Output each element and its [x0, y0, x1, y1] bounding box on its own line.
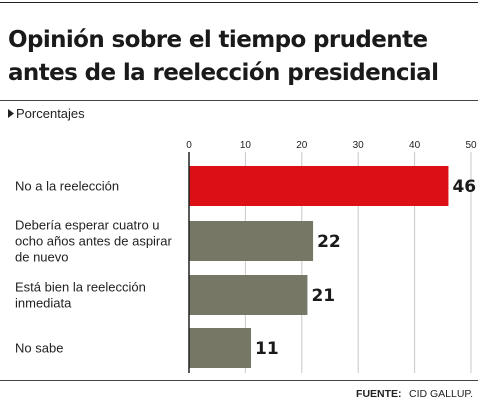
source-value: CID GALLUP.	[409, 388, 473, 400]
bar-value-label-2: 21	[311, 286, 335, 306]
x-tick-label-0: 0	[186, 140, 192, 151]
source-label: FUENTE:	[356, 388, 402, 400]
x-tick-label-20: 20	[296, 140, 308, 151]
x-tick-label-50: 50	[465, 140, 477, 151]
bar-value-label-3: 11	[255, 339, 279, 359]
bar-1	[189, 221, 314, 261]
category-label-1-0: Debería esperar cuatro u	[15, 218, 160, 233]
category-label-3-0: No sabe	[15, 341, 63, 356]
bar-2	[189, 275, 308, 315]
x-tick-label-30: 30	[353, 140, 365, 151]
subtitle-triangle-icon	[8, 109, 14, 118]
chart-title-line-2: antes de la reelección presidencial	[8, 60, 438, 86]
chart-title-line-1: Opinión sobre el tiempo prudente	[8, 27, 427, 53]
category-label-1-1: ocho años antes de aspirar	[15, 234, 172, 249]
category-label-1-2: de nuevo	[15, 250, 69, 265]
category-label-2-1: inmediata	[15, 296, 72, 311]
bar-0	[189, 166, 449, 206]
chart-subtitle: Porcentajes	[16, 106, 85, 121]
source-note: FUENTE: CID GALLUP.	[356, 384, 473, 400]
bar-value-label-0: 46	[452, 177, 476, 197]
x-tick-label-40: 40	[409, 140, 421, 151]
bar-3	[189, 328, 252, 368]
category-label-0-0: No a la reelección	[15, 179, 119, 194]
bar-value-label-1: 22	[317, 232, 341, 252]
plot-area: 0 10 20 30 40 50 46 No a la reelección 22 Debería…	[15, 140, 477, 373]
category-label-2-0: Está bien la reelección	[15, 280, 146, 295]
x-tick-label-10: 10	[240, 140, 252, 151]
